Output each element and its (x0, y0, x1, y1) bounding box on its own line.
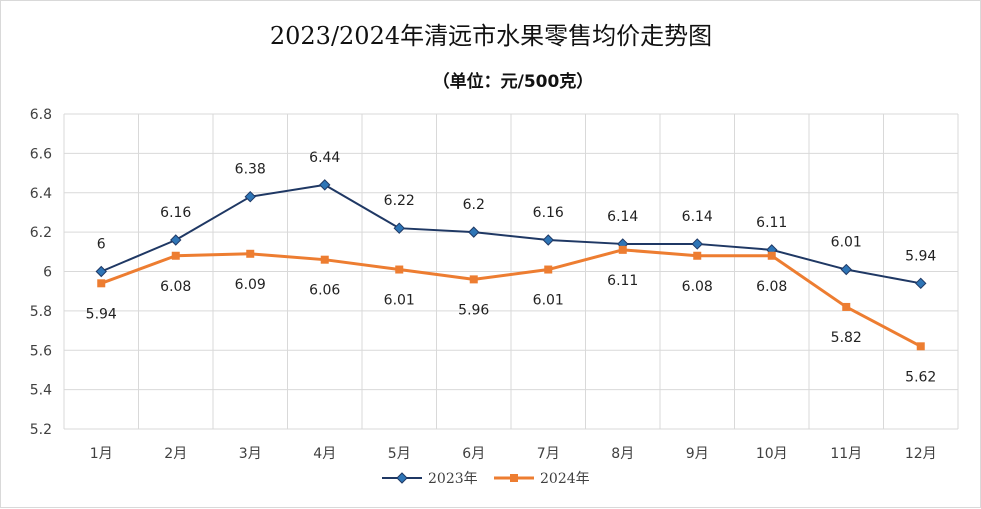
y-tick-label: 5.8 (30, 304, 52, 320)
legend-item: 2024年 (494, 471, 590, 487)
data-point (842, 302, 851, 311)
data-label: 6.08 (682, 279, 713, 295)
chart-subtitle: （单位：元/500克） (433, 71, 594, 92)
series-line (100, 183, 921, 285)
x-tick-label: 8月 (611, 446, 634, 462)
data-label: 6.09 (235, 277, 266, 293)
data-point (693, 251, 702, 260)
chart-title: 2023/2024年清远市水果零售均价走势图 (270, 22, 712, 50)
data-point (395, 265, 404, 274)
x-tick-label: 4月 (313, 446, 336, 462)
data-label: 6.14 (682, 209, 713, 225)
y-tick-label: 6 (43, 265, 52, 281)
legend: 2023年 2024年 (382, 471, 590, 487)
data-point (244, 190, 256, 203)
legend-label: 2024年 (540, 471, 590, 487)
data-point (469, 275, 478, 284)
legend-marker (396, 472, 408, 484)
data-point (618, 245, 627, 254)
data-label: 6.08 (160, 279, 191, 295)
data-label: 6.2 (463, 197, 485, 213)
legend-marker (510, 474, 518, 482)
series-2: 5.94 6.08 6.09 6.06 6.01 5.96 6.01 6.11 6.08 6.08… (86, 245, 936, 385)
y-tick-label: 6.4 (30, 186, 52, 202)
series-1: 6 6.16 6.38 6.44 6.22 6.2 6.16 6.14 6.14 6.11 6.01… (95, 150, 936, 290)
data-label: 6.01 (384, 293, 415, 309)
data-point (319, 179, 331, 191)
x-tick-label: 2月 (164, 446, 187, 462)
data-label: 5.94 (905, 248, 936, 264)
x-tick-label: 11月 (830, 446, 862, 462)
x-tick-label: 6月 (462, 446, 485, 462)
data-label: 6.22 (384, 193, 415, 209)
data-label: 6.38 (235, 162, 266, 178)
data-point (170, 234, 182, 246)
data-label: 6.16 (160, 205, 191, 221)
data-point (171, 251, 180, 260)
data-label: 5.62 (905, 369, 936, 385)
x-tick-label: 5月 (388, 446, 411, 462)
x-tick-label: 3月 (239, 446, 262, 462)
x-tick-label: 7月 (537, 446, 560, 462)
data-point (468, 226, 480, 238)
series-line (100, 248, 922, 348)
x-tick-label: 10月 (756, 446, 788, 462)
data-label: 6 (97, 237, 106, 253)
series-layer: 6 6.16 6.38 6.44 6.22 6.2 6.16 6.14 6.14 6.11 6.01… (86, 150, 937, 385)
data-point (916, 342, 925, 351)
data-label: 6.16 (533, 205, 564, 221)
data-label: 6.11 (756, 215, 787, 231)
data-label: 6.01 (831, 235, 862, 251)
data-point (542, 234, 554, 246)
data-point (320, 255, 329, 264)
data-point (767, 251, 776, 260)
grid-layer (63, 113, 959, 430)
data-label: 5.96 (458, 302, 489, 318)
data-point (95, 265, 107, 278)
data-label: 6.11 (607, 273, 638, 289)
x-tick-label: 12月 (905, 446, 937, 462)
data-label: 6.14 (607, 209, 638, 225)
legend-item: 2023年 (382, 471, 478, 487)
y-tick-label: 5.4 (30, 383, 52, 399)
data-label: 6.08 (756, 279, 787, 295)
data-point (97, 279, 106, 288)
y-tick-label: 6.8 (30, 107, 52, 123)
data-point (246, 249, 255, 258)
legend-label: 2023年 (428, 471, 478, 487)
y-tick-label: 6.6 (30, 146, 52, 162)
y-tick-label: 5.6 (30, 343, 52, 359)
axis-layer: 5.2 5.4 5.6 5.8 6 6.2 6.4 6.6 6.8 1月 2月 3月 4月 5月 6月 7月 8… (30, 107, 937, 462)
data-label: 5.82 (831, 330, 862, 346)
data-label: 6.44 (309, 150, 340, 166)
x-tick-label: 1月 (90, 446, 113, 462)
data-label: 6.01 (533, 293, 564, 309)
data-label: 6.06 (309, 283, 340, 299)
data-point (840, 263, 852, 276)
x-tick-label: 9月 (686, 446, 709, 462)
data-point (544, 265, 553, 274)
y-tick-label: 6.2 (30, 225, 52, 241)
data-point (691, 238, 703, 250)
data-point (915, 277, 927, 290)
data-label: 5.94 (86, 306, 117, 322)
y-tick-label: 5.2 (30, 422, 52, 438)
data-point (393, 222, 405, 234)
